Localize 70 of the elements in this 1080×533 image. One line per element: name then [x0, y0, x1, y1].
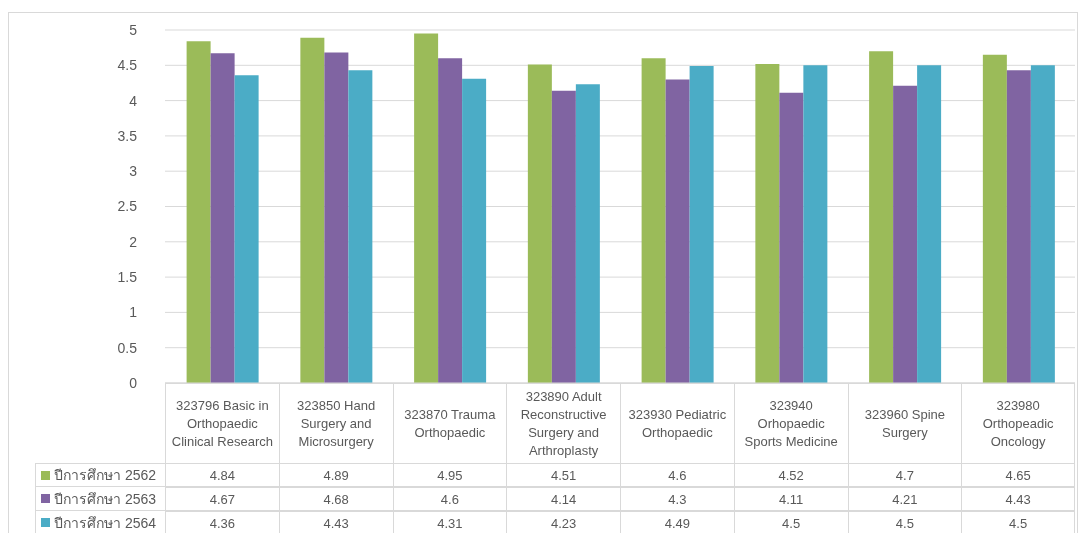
- y-tick-label: 5: [129, 21, 138, 38]
- x-tick-label: 323870 Trauma Orthopaedic: [392, 383, 507, 463]
- bar: [300, 37, 325, 383]
- data-label: 4.49: [620, 511, 734, 533]
- bar: [551, 90, 576, 383]
- y-tick-label: 2: [129, 233, 138, 250]
- data-label: 4.65: [961, 463, 1075, 487]
- data-label: 4.11: [733, 487, 848, 511]
- legend-label: ปีการศึกษา 2562: [54, 466, 157, 485]
- data-label: 4.36: [165, 511, 279, 533]
- x-tick-label: 323960 Spine Surgery: [847, 383, 962, 463]
- bar: [186, 41, 211, 383]
- bar: [665, 79, 690, 383]
- bar: [438, 58, 463, 383]
- bar: [779, 92, 804, 383]
- bar: [324, 52, 349, 383]
- y-tick-label: 3.5: [117, 127, 138, 144]
- bar: [414, 33, 439, 383]
- data-label: 4.67: [165, 487, 279, 511]
- data-label: 4.14: [506, 487, 620, 511]
- x-tick-label: 323940 Orhopaedic Sports Medicine: [733, 383, 848, 463]
- bar: [210, 53, 235, 383]
- bar: [1030, 65, 1055, 383]
- data-label: 4.21: [847, 487, 962, 511]
- data-label: 4.95: [392, 463, 507, 487]
- y-tick-label: 3: [129, 163, 138, 180]
- bar: [803, 65, 828, 383]
- data-label: 4.23: [506, 511, 620, 533]
- x-tick-label: 323980 Orthopeadic Oncology: [961, 383, 1075, 463]
- data-label: 4.89: [278, 463, 393, 487]
- data-label: 4.5: [847, 511, 962, 533]
- y-tick-label: 4.5: [117, 57, 138, 74]
- bar: [348, 70, 373, 383]
- y-tick-label: 0: [129, 374, 138, 391]
- data-label: 4.84: [165, 463, 279, 487]
- bar: [1006, 70, 1031, 383]
- bar: [462, 78, 487, 383]
- data-label: 4.52: [733, 463, 848, 487]
- bar: [234, 75, 259, 383]
- bar: [689, 66, 714, 383]
- y-tick-label: 4: [129, 92, 138, 109]
- data-label: 4.7: [847, 463, 962, 487]
- x-tick-label: 323930 Pediatric Orthopaedic: [620, 383, 734, 463]
- bar: [641, 58, 666, 383]
- bar: [527, 64, 552, 383]
- bar: [575, 84, 600, 383]
- x-tick-label: 323796 Basic in Orthopaedic Clinical Research: [165, 383, 279, 463]
- bar: [755, 63, 780, 383]
- bar: [893, 85, 918, 383]
- x-tick-label: 323890 Adult Reconstructive Surgery and Arthroplasty: [506, 383, 620, 463]
- bar: [982, 54, 1007, 383]
- data-label: 4.3: [620, 487, 734, 511]
- y-tick-label: 1.5: [117, 269, 138, 286]
- bar: [917, 65, 942, 383]
- legend-label: ปีการศึกษา 2564: [54, 513, 157, 533]
- x-tick-label: 323850 Hand Surgery and Microsurgery: [278, 383, 393, 463]
- y-tick-label: 1: [129, 304, 138, 321]
- data-label: 4.5: [733, 511, 848, 533]
- data-label: 4.51: [506, 463, 620, 487]
- data-label: 4.6: [392, 487, 507, 511]
- data-label: 4.43: [961, 487, 1075, 511]
- data-label: 4.43: [278, 511, 393, 533]
- y-tick-label: 0.5: [117, 339, 138, 356]
- bar: [869, 51, 894, 383]
- data-label: 4.68: [278, 487, 393, 511]
- data-label: 4.5: [961, 511, 1075, 533]
- legend-label: ปีการศึกษา 2563: [54, 489, 157, 509]
- data-label: 4.31: [392, 511, 507, 533]
- y-tick-label: 2.5: [117, 198, 138, 215]
- data-label: 4.6: [620, 463, 734, 487]
